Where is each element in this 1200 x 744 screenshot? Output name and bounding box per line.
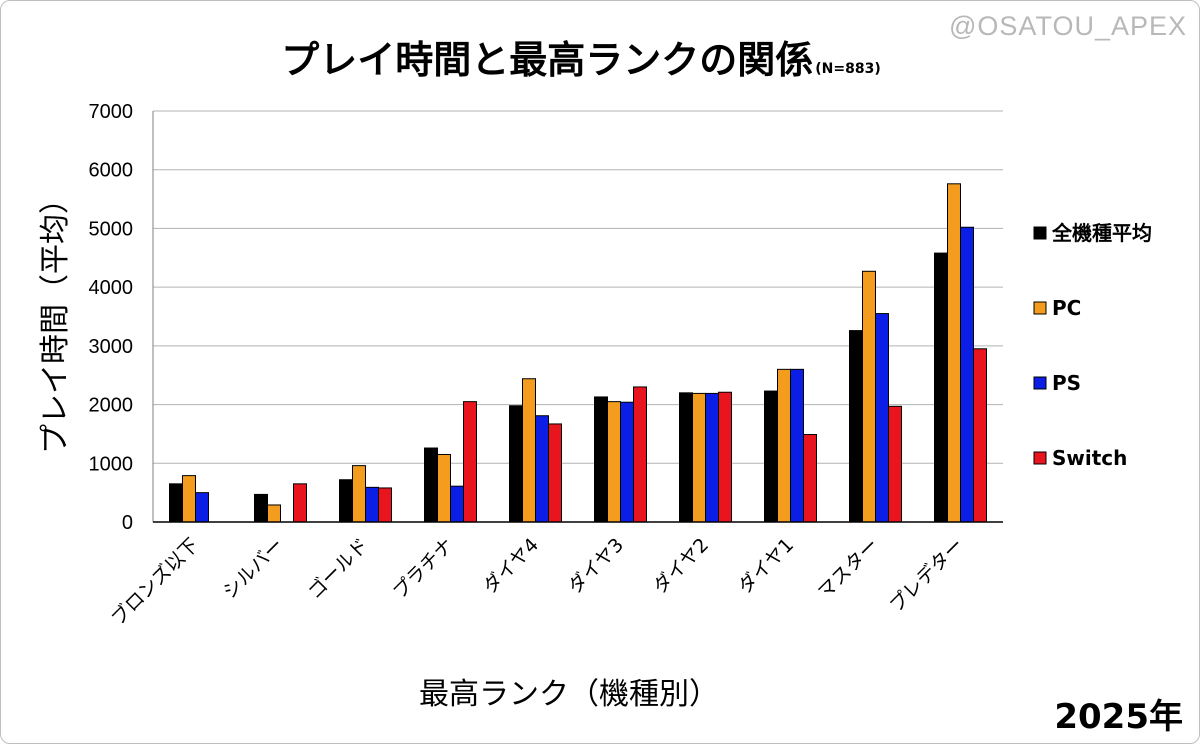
y-tick-label: 5000 [89, 218, 134, 240]
bar-PS-ゴールド [365, 486, 379, 523]
bar-Switch-プレデター [973, 348, 987, 523]
legend-swatch [1033, 376, 1047, 390]
bar-Switch-ダイヤ1 [803, 434, 817, 523]
x-tick-label: ダイヤ1 [734, 534, 798, 598]
y-tick-labels: 0 1000 2000 3000 4000 5000 6000 7000 [89, 101, 134, 534]
x-tick-label: ダイヤ2 [649, 534, 713, 598]
chart-subtitle: (N=883) [815, 61, 880, 77]
bars [169, 183, 987, 523]
x-tick-label: マスター [814, 534, 883, 603]
x-tick-label: シルバー [219, 534, 288, 603]
x-tick-label: ブロンズ以下 [106, 533, 203, 630]
bar-PS-プレデター [960, 226, 974, 523]
bar-PC-ダイヤ2 [692, 392, 706, 523]
x-tick-label: ダイヤ3 [564, 534, 628, 598]
bar-PC-プラチナ [437, 453, 451, 523]
bar-Switch-ダイヤ3 [633, 386, 647, 523]
bar-PC-ダイヤ4 [522, 378, 536, 523]
bar-PS-マスター [875, 313, 889, 523]
y-tick-label: 7000 [89, 101, 134, 123]
legend-label: 全機種平均 [1051, 221, 1152, 245]
bar-PC-ゴールド [352, 465, 366, 523]
bar-PS-ダイヤ2 [705, 392, 719, 523]
axes [152, 111, 1003, 523]
bar-PS-ブロンズ以下 [195, 492, 209, 523]
year-label: 2025年 [1054, 697, 1183, 737]
legend-swatch [1033, 301, 1047, 315]
bar-Switch-ゴールド [378, 487, 392, 523]
x-tick-labels: ブロンズ以下 シルバー ゴールド プラチナ ダイヤ4 ダイヤ3 ダイヤ2 ダイヤ1 マスター プレ… [106, 533, 968, 630]
bar-Switch-マスター [888, 405, 902, 523]
y-tick-label: 3000 [89, 336, 134, 358]
bar-全機種平均-ダイヤ3 [594, 396, 608, 523]
bar-PC-ダイヤ1 [777, 368, 791, 523]
bar-全機種平均-プラチナ [424, 447, 438, 523]
bar-PS-プラチナ [450, 485, 464, 523]
legend: 全機種平均 PC PS Switch [1033, 221, 1152, 470]
bar-Switch-プラチナ [463, 401, 477, 523]
legend-label: PC [1052, 296, 1081, 320]
y-tick-label: 0 [122, 512, 133, 534]
bar-PS-ダイヤ3 [620, 401, 634, 523]
bar-全機種平均-ダイヤ4 [509, 405, 523, 523]
chart-title: プレイ時間と最高ランクの関係 [281, 38, 813, 82]
legend-label: Switch [1052, 446, 1127, 470]
bar-全機種平均-シルバー [254, 493, 268, 523]
bar-Switch-シルバー [293, 483, 307, 523]
bar-PC-シルバー [267, 504, 281, 523]
bar-全機種平均-ダイヤ1 [764, 390, 778, 523]
bar-PC-ダイヤ3 [607, 401, 621, 523]
legend-label: PS [1052, 371, 1081, 395]
y-tick-label: 6000 [89, 160, 134, 182]
x-axis-label: 最高ランク（機種別） [419, 677, 719, 712]
watermark: @OSATOU_APEX [949, 11, 1187, 41]
bar-PS-ダイヤ4 [535, 415, 549, 523]
y-tick-label: 1000 [89, 453, 134, 475]
y-tick-label: 2000 [89, 395, 134, 417]
bar-全機種平均-ダイヤ2 [679, 392, 693, 523]
y-axis-label: プレイ時間（平均） [38, 184, 73, 454]
x-tick-label: ゴールド [304, 534, 373, 603]
bar-PC-プレデター [947, 183, 961, 523]
bar-PS-ダイヤ1 [790, 368, 804, 523]
x-tick-label: プレデター [885, 534, 968, 617]
bar-Switch-ダイヤ4 [548, 423, 562, 523]
bar-全機種平均-ブロンズ以下 [169, 483, 183, 523]
grid [153, 110, 1003, 464]
bar-全機種平均-ゴールド [339, 479, 353, 523]
chart-title-group: プレイ時間と最高ランクの関係 (N=883) [281, 38, 880, 82]
bar-全機種平均-プレデター [934, 252, 948, 523]
x-tick-label: ダイヤ4 [479, 534, 543, 598]
legend-swatch [1033, 226, 1047, 240]
bar-PC-ブロンズ以下 [182, 475, 196, 523]
x-tick-label: プラチナ [389, 534, 458, 603]
legend-swatch [1033, 451, 1047, 465]
y-tick-label: 4000 [89, 277, 134, 299]
bar-Switch-ダイヤ2 [718, 391, 732, 523]
bar-PC-マスター [862, 270, 876, 523]
bar-全機種平均-マスター [849, 330, 863, 523]
